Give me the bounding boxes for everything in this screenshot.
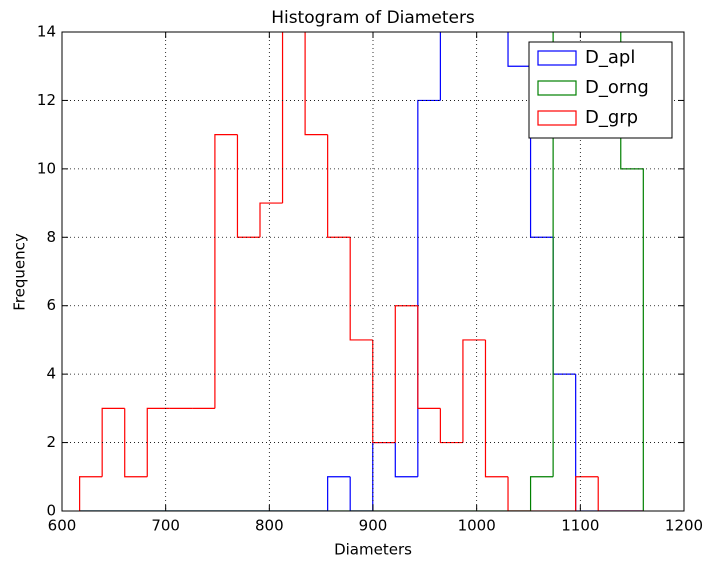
y-tick-label: 6 xyxy=(46,296,56,314)
legend-label: D_apl xyxy=(585,47,635,68)
legend-swatch xyxy=(537,80,577,96)
y-tick-label: 8 xyxy=(46,228,56,246)
histogram-bin xyxy=(101,407,125,477)
legend-box xyxy=(528,41,673,139)
histogram-bin xyxy=(552,237,576,375)
x-tick-label: 900 xyxy=(359,517,388,535)
histogram-bin xyxy=(349,237,373,341)
histogram-bin xyxy=(349,476,373,511)
histogram-bin xyxy=(462,339,486,443)
x-tick-label: 1100 xyxy=(561,517,599,535)
histogram-bin xyxy=(281,32,284,204)
y-tick-label: 2 xyxy=(46,433,56,451)
histogram-bin xyxy=(372,441,396,511)
histogram-bin xyxy=(417,305,441,409)
histogram-bin xyxy=(236,134,261,238)
histogram-bin xyxy=(304,32,328,136)
histogram-bin xyxy=(597,476,621,511)
histogram-bin xyxy=(529,476,554,511)
histogram-bin xyxy=(394,442,418,478)
y-tick-label: 12 xyxy=(37,91,56,109)
y-tick-label: 14 xyxy=(37,23,56,41)
histogram-bin xyxy=(327,134,351,238)
histogram-bin xyxy=(372,339,396,444)
y-axis-label: Frequency xyxy=(11,233,29,311)
histogram-bin xyxy=(417,99,441,477)
plot-area xyxy=(79,32,644,511)
histogram-bin xyxy=(214,134,238,409)
plot-frame xyxy=(61,31,685,512)
histogram-bin xyxy=(484,339,509,478)
histogram-bin xyxy=(507,32,531,67)
y-tick-label: 4 xyxy=(46,365,56,383)
x-tick-label: 1000 xyxy=(458,517,496,535)
x-tick-label: 1200 xyxy=(665,517,703,535)
histogram-bin xyxy=(575,476,599,511)
histogram-bin xyxy=(79,476,103,511)
legend-swatch xyxy=(537,50,577,66)
x-tick-label: 700 xyxy=(151,517,180,535)
chart-title: Histogram of Diameters xyxy=(271,8,475,28)
histogram-bin xyxy=(259,202,283,238)
x-axis-label: Diameters xyxy=(334,541,412,559)
histogram-bin xyxy=(327,476,351,511)
histogram-bin xyxy=(439,32,441,101)
x-tick-label: 800 xyxy=(255,517,284,535)
x-tick-label: 600 xyxy=(48,517,77,535)
histogram-bin xyxy=(146,407,170,477)
histogram-bin xyxy=(575,374,599,511)
y-tick-label: 0 xyxy=(46,502,56,520)
histogram-bin xyxy=(124,408,148,478)
histogram-bin xyxy=(552,32,554,477)
legend-swatch xyxy=(537,110,577,126)
legend-label: D_orng xyxy=(585,77,649,98)
legend-label: D_grp xyxy=(585,107,638,128)
histogram-bin xyxy=(507,476,531,511)
histogram-bin xyxy=(439,408,463,444)
y-tick-label: 10 xyxy=(37,159,56,177)
